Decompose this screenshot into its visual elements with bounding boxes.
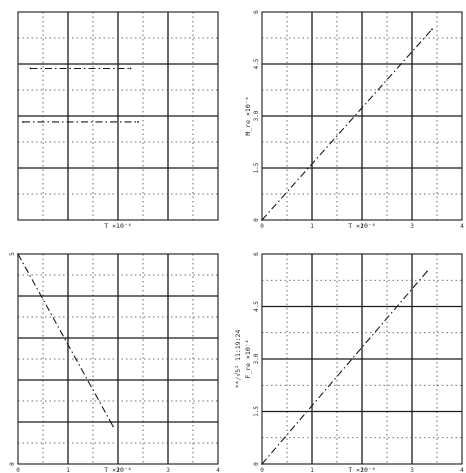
data-point: [431, 28, 433, 31]
plot-frame: [261, 11, 463, 221]
y-tick-label: 6: [253, 252, 260, 256]
y-tick-label: 3.0: [253, 110, 260, 121]
data-point: [29, 67, 32, 70]
y-tick-label: 6: [253, 10, 260, 14]
x-axis-label: T ×10⁻⁴: [104, 466, 131, 473]
x-axis-label: T ×10⁻⁴: [104, 222, 131, 230]
x-tick-label: 2: [360, 223, 364, 230]
plot-frame: [17, 253, 219, 465]
x-tick-label: 4: [460, 467, 464, 473]
y-tick-label: 4.5: [253, 58, 260, 69]
y-tick-label: 1.5: [253, 162, 260, 173]
y-tick-label: 0: [9, 462, 16, 466]
x-tick-label: 1: [66, 467, 70, 473]
x-tick-label: 3: [410, 467, 414, 473]
y-tick-label: 4.5: [253, 301, 260, 312]
data-point: [112, 425, 114, 428]
x-tick-label: 4: [216, 467, 220, 473]
series-line-1: [261, 28, 433, 221]
x-tick-label: 0: [260, 223, 264, 230]
data-point: [426, 270, 428, 273]
plot-frame: [261, 253, 463, 465]
y-tick-label: 0: [253, 462, 260, 466]
plot-frame: [17, 11, 219, 221]
y-tick-label: 1.5: [253, 406, 260, 417]
data-point: [261, 463, 263, 465]
x-axis-label: T ×10⁻⁴: [348, 222, 375, 230]
x-tick-label: 1: [310, 223, 314, 230]
x-tick-label: 2: [116, 467, 120, 473]
y-tick-label: 3.0: [253, 353, 260, 364]
series-line-1: [17, 253, 114, 427]
chart-panel-1: T ×10⁻⁴: [17, 11, 219, 230]
y-tick-label: 0: [253, 218, 260, 222]
x-tick-label: 0: [16, 467, 20, 473]
y-tick-label: 5: [9, 252, 16, 256]
data-point: [17, 253, 19, 255]
x-axis-label: T ×10⁻⁴: [348, 466, 375, 473]
series-line-1: [261, 271, 428, 465]
y-axis-label: F_re ×10⁻⁴: [244, 339, 252, 378]
x-tick-label: 1: [310, 467, 314, 473]
data-point: [22, 121, 24, 123]
x-tick-label: 4: [460, 223, 464, 230]
data-point: [137, 121, 139, 123]
y-axis-label: M_re ×10⁻⁴: [244, 96, 252, 135]
x-tick-label: 2: [360, 467, 364, 473]
x-tick-label: 0: [260, 467, 264, 473]
data-point: [261, 219, 263, 221]
run-stamp-label: **/√5² 11:19:24: [234, 330, 242, 389]
x-tick-label: 3: [410, 223, 414, 230]
chart-panel-3: 0 1 2 3 4 0 5 T ×10⁻⁴ **/√5² 11:19:24: [9, 252, 242, 473]
data-point: [129, 67, 132, 70]
x-tick-label: 3: [166, 467, 170, 473]
